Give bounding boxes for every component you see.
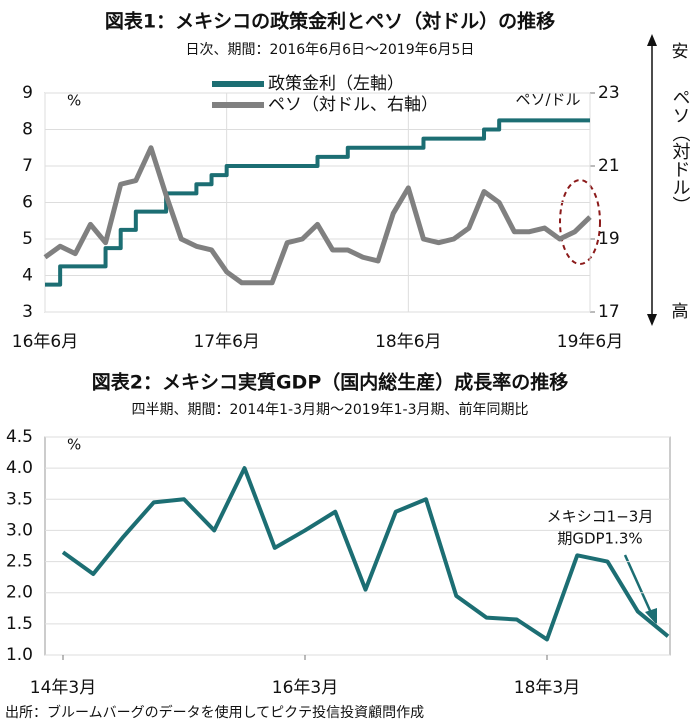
y-tick-label: 3.5 [6,489,33,509]
annotation: 期GDP1.3% [557,530,642,548]
y-tick-label: 4 [22,266,33,286]
annotation: ペソ/ドル [515,91,580,109]
data-line [61,466,670,642]
x-tick-label: 19年6月 [557,332,623,352]
arrow-head [647,314,657,326]
chart-subtitle: 日次、期間：2016年6月6日～2019年6月5日 [186,42,475,58]
y-tick-label: 1.5 [6,614,33,634]
y-tick-label: 1.0 [6,645,33,665]
y-tick-label: 8 [22,120,33,140]
legend-label: 政策金利（左軸） [268,74,404,94]
y-tick-label: 5 [22,229,33,249]
y2-top-label: 安 [672,42,689,62]
annotation: メキシコ1−3月 [547,508,654,526]
data-line [43,145,592,286]
y-axis-label: % [67,92,81,110]
arrow-head [647,34,657,46]
y2-bottom-label: 高 [672,302,689,322]
y-tick-label: 3 [22,302,33,322]
source-note: 出所：ブルームバーグのデータを使用してピクテ投信投資顧問作成 [5,704,424,721]
y-tick-label: 7 [22,156,33,176]
y-tick-label: 2.5 [6,552,33,572]
y-tick-label: 4.0 [6,458,33,478]
y-tick-label: 3.0 [6,520,33,540]
data-line [45,118,590,287]
y-tick-label: 9 [22,83,33,103]
x-tick-label: 14年3月 [30,678,96,698]
x-tick-label: 17年6月 [193,332,259,352]
y2-tick-label: 23 [598,83,620,103]
highlight-ellipse [559,179,601,265]
y2-tick-label: 19 [598,229,620,249]
x-tick-label: 18年6月 [375,332,441,352]
x-tick-label: 16年6月 [12,332,78,352]
legend-label: ペソ（対ドル、右軸） [268,95,438,115]
y-tick-label: 6 [22,193,33,213]
y-axis-label: % [67,436,81,454]
annotation-arrow [623,554,654,616]
x-tick-label: 16年3月 [272,678,338,698]
y-tick-label: 4.5 [6,427,33,447]
y2-axis-label: ペソ（対ドル） [670,88,691,214]
y-tick-label: 2.0 [6,583,33,603]
chart-title: 図表2：メキシコ実質GDP（国内総生産）成長率の推移 [92,371,569,394]
chart-title: 図表1：メキシコの政策金利とペソ（対ドル）の推移 [105,10,555,33]
chart-subtitle: 四半期、期間：2014年1-3月期～2019年1-3月期、前年同期比 [132,401,529,418]
y2-tick-label: 21 [598,156,620,176]
x-tick-label: 18年3月 [514,678,580,698]
y2-tick-label: 17 [598,302,620,322]
arrow-head [645,608,657,625]
